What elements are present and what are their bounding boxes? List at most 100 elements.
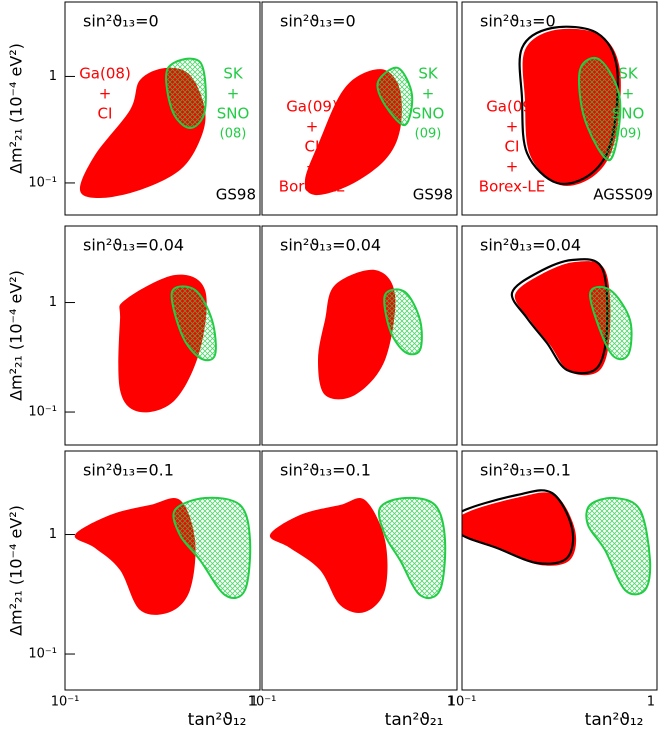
panel-frame xyxy=(261,450,458,691)
annotation: (09) xyxy=(415,127,442,142)
x-axis-label: tan²ϑ₁₂ xyxy=(188,710,247,730)
annotation: Borex-LE xyxy=(479,178,545,196)
solar-region xyxy=(585,496,652,596)
allowed-region xyxy=(514,261,611,376)
x-axis-label: tan²ϑ₁₂ xyxy=(585,710,644,730)
panel-frame xyxy=(261,1,458,216)
panel-frame xyxy=(461,1,658,216)
panel-title: sin²ϑ₁₃=0.1 xyxy=(280,461,371,480)
x-tick-label: 10⁻¹ xyxy=(51,695,80,710)
plot-area xyxy=(118,274,217,413)
panel-title: sin²ϑ₁₃=0 xyxy=(480,12,556,31)
annotation: Ga(08) xyxy=(79,65,131,83)
annotation: SK xyxy=(223,65,244,83)
plot-area xyxy=(518,25,622,186)
annotation: + xyxy=(306,118,319,136)
solar-region xyxy=(588,286,633,361)
annotation: SNO xyxy=(412,105,445,123)
plot-area xyxy=(304,66,414,196)
plot-area xyxy=(79,57,207,198)
panel-title: sin²ϑ₁₃=0 xyxy=(280,12,356,31)
annotation: Borex-LE xyxy=(279,178,345,196)
annotation: CI xyxy=(505,138,520,156)
panel-frame xyxy=(461,450,658,691)
panel-title: sin²ϑ₁₃=0.1 xyxy=(83,461,174,480)
annotation: Ga(09) xyxy=(286,98,338,116)
x-axis-label: tan²ϑ₂₁ xyxy=(385,710,444,730)
panel: sin²ϑ₁₃=0 Ga(09) + CI + Borex-LE SK + SNO (09) GS9… xyxy=(261,1,458,216)
panel-frame xyxy=(261,225,458,446)
annotation: GS98 xyxy=(413,186,453,204)
x-tick-label: 10⁻¹ xyxy=(248,695,277,710)
panel: sin²ϑ₁₃=0.1 1 10⁻¹ 10⁻¹ 1 Δm²₂₁ (10⁻⁴ eV²) tan… xyxy=(7,450,261,730)
solar-region xyxy=(376,66,414,127)
panel-title: sin²ϑ₁₃=0.04 xyxy=(83,236,184,255)
y-tick-label: 10⁻¹ xyxy=(28,175,57,190)
annotation: + xyxy=(506,118,519,136)
annotation: + xyxy=(227,85,240,103)
panel-frame xyxy=(64,450,261,691)
annotation: (08) xyxy=(220,127,247,142)
annotation: CI xyxy=(98,105,113,123)
panel-title: sin²ϑ₁₃=0.1 xyxy=(480,461,571,480)
solar-region xyxy=(165,57,207,130)
solar-region xyxy=(383,288,423,356)
region-outline xyxy=(518,25,619,185)
panel-frame xyxy=(461,225,658,446)
annotation: CI xyxy=(305,138,320,156)
x-tick-label: 1 xyxy=(647,695,655,710)
allowed-region xyxy=(462,492,577,566)
annotation: + xyxy=(622,85,635,103)
y-tick-label: 10⁻¹ xyxy=(28,405,57,420)
annotation: Ga(09) xyxy=(486,98,538,116)
x-tick-label: 10⁻¹ xyxy=(448,695,477,710)
solar-region xyxy=(578,57,622,162)
y-axis-label: Δm²₂₁ (10⁻⁴ eV²) xyxy=(7,505,26,636)
panel: sin²ϑ₁₃=0 Ga(08) + CI SK + SNO (08) GS98 1 10⁻¹Δm²… xyxy=(7,1,261,216)
solar-region xyxy=(172,496,252,600)
allowed-region xyxy=(74,497,196,615)
annotation: + xyxy=(99,85,112,103)
panel: sin²ϑ₁₃=0.04 xyxy=(461,225,658,446)
panel-title: sin²ϑ₁₃=0.04 xyxy=(480,236,581,255)
annotation: AGSS09 xyxy=(593,186,653,204)
solar-region xyxy=(170,285,217,362)
plot-area xyxy=(462,489,652,596)
panel-title: sin²ϑ₁₃=0 xyxy=(83,12,159,31)
annotation: + xyxy=(422,85,435,103)
annotation: + xyxy=(506,158,519,176)
panel-title: sin²ϑ₁₃=0.04 xyxy=(280,236,381,255)
annotation: + xyxy=(306,158,319,176)
annotation: SK xyxy=(418,65,439,83)
y-axis-label: Δm²₂₁ (10⁻⁴ eV²) xyxy=(7,270,26,401)
plot-area xyxy=(510,258,633,376)
panel-frame xyxy=(64,225,261,446)
panel-frame xyxy=(64,1,261,216)
annotation: SK xyxy=(618,65,639,83)
allowed-region xyxy=(318,269,396,400)
plot-area xyxy=(269,496,447,613)
plot-area xyxy=(74,496,252,615)
panel: sin²ϑ₁₃=0.04 xyxy=(261,225,458,446)
y-tick-label: 1 xyxy=(49,69,57,84)
region-outline xyxy=(462,489,575,565)
annotation: GS98 xyxy=(216,186,256,204)
solar-region xyxy=(377,496,447,600)
y-tick-label: 1 xyxy=(49,527,57,542)
x-tick-label: 1 xyxy=(250,695,258,710)
y-tick-label: 10⁻¹ xyxy=(28,647,57,662)
panel: sin²ϑ₁₃=0 Ga(09) + CI + Borex-LE SK + SNO (09) AGS… xyxy=(461,1,658,216)
y-tick-label: 1 xyxy=(49,295,57,310)
allowed-region xyxy=(269,497,388,613)
plot-area xyxy=(318,269,423,400)
annotation: SNO xyxy=(217,105,250,123)
x-tick-label: 1 xyxy=(447,695,455,710)
annotation: SNO xyxy=(612,105,645,123)
annotation: (09) xyxy=(615,127,642,142)
region-outline xyxy=(510,258,609,375)
allowed-region xyxy=(304,69,402,196)
